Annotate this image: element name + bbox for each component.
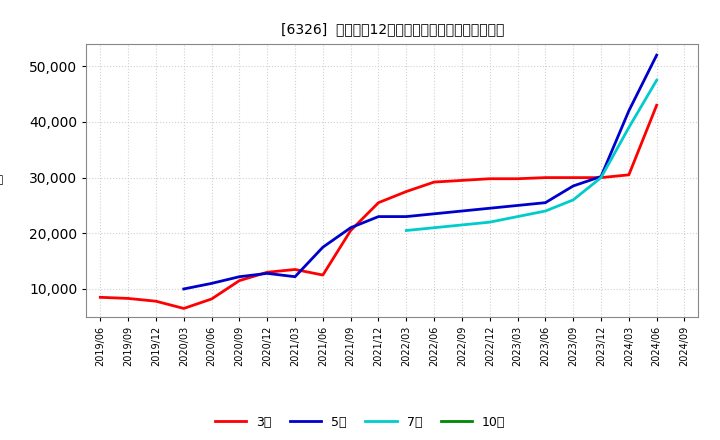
5年 [513, 203, 522, 208]
7年 [541, 209, 550, 214]
7年 [652, 77, 661, 83]
3年 [124, 296, 132, 301]
3年 [402, 189, 410, 194]
3年 [152, 299, 161, 304]
3年 [179, 306, 188, 311]
7年 [597, 175, 606, 180]
3年 [96, 295, 104, 300]
3年 [318, 272, 327, 278]
7年 [624, 125, 633, 130]
5年 [624, 108, 633, 114]
Y-axis label: （百万円）: （百万円） [0, 176, 4, 185]
3年 [430, 180, 438, 185]
Line: 5年: 5年 [184, 55, 657, 289]
5年 [541, 200, 550, 205]
3年 [374, 200, 383, 205]
Line: 7年: 7年 [406, 80, 657, 231]
5年 [263, 271, 271, 276]
3年 [513, 176, 522, 181]
5年 [207, 281, 216, 286]
7年 [402, 228, 410, 233]
5年 [597, 174, 606, 179]
3年 [624, 172, 633, 177]
Title: [6326]  経常利益12か月移動合計の標準偏差の推移: [6326] 経常利益12か月移動合計の標準偏差の推移 [281, 22, 504, 36]
Line: 3年: 3年 [100, 105, 657, 308]
5年 [430, 211, 438, 216]
5年 [402, 214, 410, 219]
3年 [541, 175, 550, 180]
5年 [569, 183, 577, 189]
5年 [179, 286, 188, 292]
5年 [318, 245, 327, 250]
3年 [569, 175, 577, 180]
3年 [346, 228, 355, 233]
5年 [346, 225, 355, 231]
3年 [263, 270, 271, 275]
3年 [207, 297, 216, 302]
3年 [235, 278, 243, 283]
3年 [597, 175, 606, 180]
Legend: 3年, 5年, 7年, 10年: 3年, 5年, 7年, 10年 [210, 411, 510, 434]
5年 [374, 214, 383, 219]
3年 [485, 176, 494, 181]
5年 [652, 52, 661, 58]
5年 [235, 274, 243, 279]
7年 [430, 225, 438, 231]
5年 [291, 274, 300, 279]
3年 [458, 178, 467, 183]
7年 [569, 197, 577, 202]
7年 [458, 222, 467, 227]
3年 [291, 267, 300, 272]
5年 [458, 209, 467, 214]
3年 [652, 103, 661, 108]
5年 [485, 205, 494, 211]
7年 [513, 214, 522, 219]
7年 [485, 220, 494, 225]
